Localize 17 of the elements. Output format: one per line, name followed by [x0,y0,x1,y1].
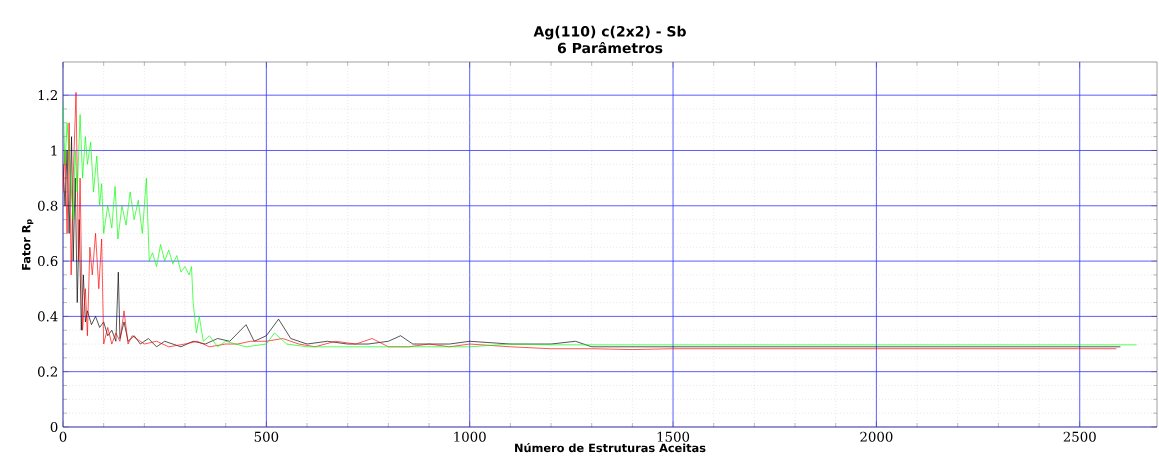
y-tick-label: 0.8 [37,200,58,211]
x-tick-label: 1000 [454,431,486,442]
y-tick-label: 0.2 [37,366,57,377]
chart-subtitle: 6 Parâmetros [557,41,663,54]
y-tick-label: 0 [50,421,58,433]
x-tick-label: 1500 [657,431,690,442]
y-tick-label: 0.4 [37,311,58,322]
y-tick-label: 1.2 [38,90,57,101]
y-axis-title: Fator R$_{p}$ [22,219,34,270]
x-axis-title: Número de Estruturas Aceitas [515,442,706,453]
x-tick-label: 2000 [860,431,893,442]
x-tick-label: 0 [59,431,67,442]
y-tick-label: 1 [51,145,57,156]
x-tick-label: 2500 [1063,431,1096,442]
y-tick-label: 0.6 [37,256,58,267]
x-tick-label: 500 [254,431,279,442]
chart-title: Ag(110) c(2x2) - Sb [533,25,686,40]
